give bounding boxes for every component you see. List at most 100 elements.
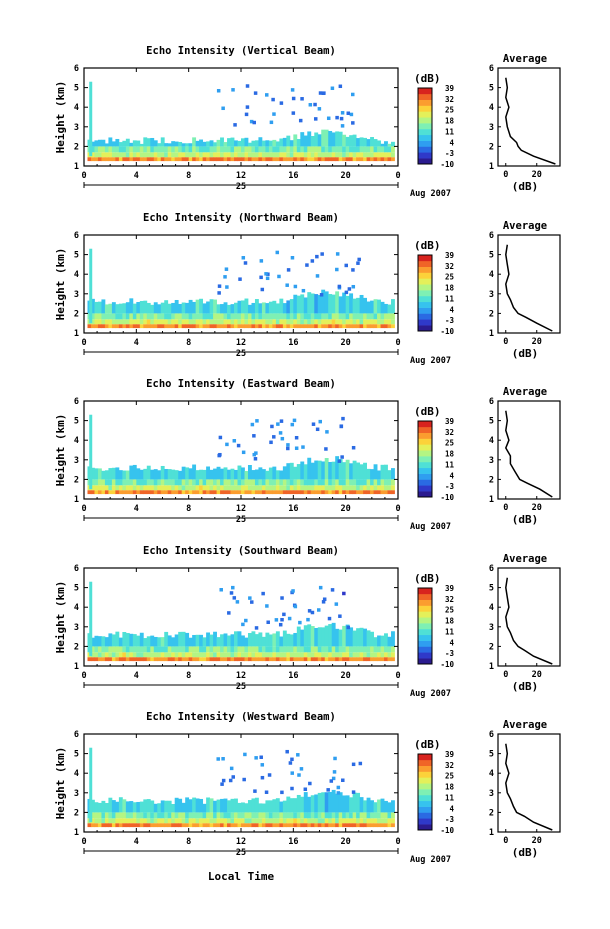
heatmap-cell bbox=[345, 146, 350, 153]
heatmap-cell bbox=[104, 143, 109, 147]
heatmap-cell bbox=[132, 152, 137, 158]
heatmap-cell bbox=[335, 131, 340, 147]
average-frame bbox=[497, 234, 561, 334]
heatmap-cell bbox=[293, 146, 298, 153]
heatmap-cell bbox=[307, 152, 312, 158]
heatmap-cell bbox=[269, 120, 274, 125]
heatmap-cell bbox=[356, 152, 361, 158]
heatmap-cell bbox=[115, 467, 120, 480]
heatmap-cell bbox=[261, 657, 266, 662]
heatmap-cell bbox=[115, 479, 120, 486]
heatmap-cell bbox=[253, 457, 258, 461]
heatmap-cell bbox=[289, 818, 294, 824]
heatmap-cell bbox=[391, 490, 395, 495]
heatmap-cell bbox=[108, 657, 113, 662]
heatmap-cell bbox=[150, 652, 155, 658]
heatmap-cell bbox=[115, 152, 120, 158]
heatmap-cell bbox=[218, 435, 223, 440]
heatmap-cell bbox=[377, 324, 381, 329]
heatmap-cell bbox=[335, 818, 340, 824]
heatmap-cell bbox=[241, 300, 245, 314]
heatmap-cell bbox=[275, 485, 280, 491]
heatmap-cell bbox=[345, 295, 350, 314]
heatmap-cell bbox=[90, 812, 95, 819]
heatmap-cell bbox=[160, 646, 165, 653]
heatmap-cell bbox=[272, 112, 276, 116]
heatmap-cell bbox=[202, 637, 207, 647]
heatmap-cell bbox=[146, 646, 151, 653]
heatmap-cell bbox=[301, 445, 305, 449]
y-tick-label: 6 bbox=[74, 397, 79, 407]
colorbar-tick-label: 18 bbox=[445, 617, 455, 626]
colorbar-swatch bbox=[418, 255, 432, 262]
heatmap-cell bbox=[219, 588, 223, 592]
heatmap-cell bbox=[164, 631, 169, 647]
heatmap-cell bbox=[150, 313, 155, 320]
heatmap-cell bbox=[153, 152, 158, 158]
heatmap-cell bbox=[282, 303, 287, 314]
heatmap-cell bbox=[254, 823, 259, 828]
colorbar-swatch bbox=[418, 140, 432, 147]
heatmap-cell bbox=[104, 823, 109, 828]
heatmap-cell bbox=[335, 485, 340, 491]
heatmap-cell bbox=[359, 157, 364, 162]
heatmap-cell bbox=[90, 637, 95, 647]
heatmap-cell bbox=[247, 485, 252, 491]
heatmap-cell bbox=[387, 304, 392, 314]
heatmap-cell bbox=[174, 324, 179, 329]
heatmap-cell bbox=[244, 490, 249, 495]
heatmap-cell bbox=[237, 300, 242, 314]
heatmap-cell bbox=[202, 646, 207, 653]
heatmap-cell bbox=[286, 657, 291, 662]
heatmap-cell bbox=[293, 294, 298, 314]
colorbar-swatch bbox=[418, 134, 432, 141]
heatmap-cell bbox=[279, 823, 284, 828]
heatmap-cell bbox=[87, 823, 92, 828]
heatmap-cell bbox=[293, 604, 298, 609]
heatmap-cell bbox=[223, 657, 228, 662]
heatmap-cell bbox=[230, 319, 235, 325]
heatmap-cell bbox=[234, 798, 238, 813]
heatmap-cell bbox=[153, 469, 158, 480]
colorbar-tick-label: 32 bbox=[445, 595, 454, 604]
heatmap-cell bbox=[185, 157, 190, 162]
heatmap-cell bbox=[384, 319, 388, 325]
heatmap-cell bbox=[261, 479, 266, 486]
heatmap-cell bbox=[275, 157, 280, 162]
heatmap-cell bbox=[289, 319, 294, 325]
heatmap-cell bbox=[328, 657, 333, 662]
heatmap-cell bbox=[370, 137, 374, 147]
heatmap-cell bbox=[335, 291, 340, 314]
heatmap-cell bbox=[244, 152, 249, 158]
heatmap-cell bbox=[279, 818, 284, 824]
heatmap-cell bbox=[216, 304, 221, 314]
heatmap-cell bbox=[192, 137, 197, 147]
heatmap-cell bbox=[373, 823, 378, 828]
colorbar-swatch bbox=[418, 759, 432, 766]
heatmap-cell bbox=[290, 771, 294, 775]
x-tick-label: 12 bbox=[236, 671, 246, 681]
heatmap-cell bbox=[223, 157, 228, 162]
heatmap-cell bbox=[90, 479, 95, 486]
heatmap-cell bbox=[321, 823, 326, 828]
avg-y-tick-label: 5 bbox=[489, 750, 494, 760]
heatmap-cell bbox=[328, 479, 333, 486]
heatmap-cell bbox=[237, 465, 242, 480]
heatmap-cell bbox=[153, 636, 158, 647]
heatmap-cell bbox=[146, 485, 151, 491]
heatmap-cell bbox=[370, 800, 374, 813]
heatmap-cell bbox=[199, 818, 204, 824]
heatmap-cell bbox=[317, 818, 322, 824]
heatmap-cell bbox=[296, 626, 301, 647]
heatmap-cell bbox=[230, 798, 235, 813]
colorbar-tick-label: 39 bbox=[445, 584, 455, 593]
heatmap-cell bbox=[261, 490, 266, 495]
colorbar-swatch bbox=[418, 623, 432, 630]
heatmap-cell bbox=[181, 146, 186, 153]
heatmap-cell bbox=[220, 157, 224, 162]
heatmap-cell bbox=[234, 631, 238, 647]
heatmap-cell bbox=[118, 146, 123, 153]
heatmap-cell bbox=[334, 602, 339, 606]
heatmap-cell bbox=[160, 137, 165, 147]
heatmap-cell bbox=[224, 267, 229, 271]
